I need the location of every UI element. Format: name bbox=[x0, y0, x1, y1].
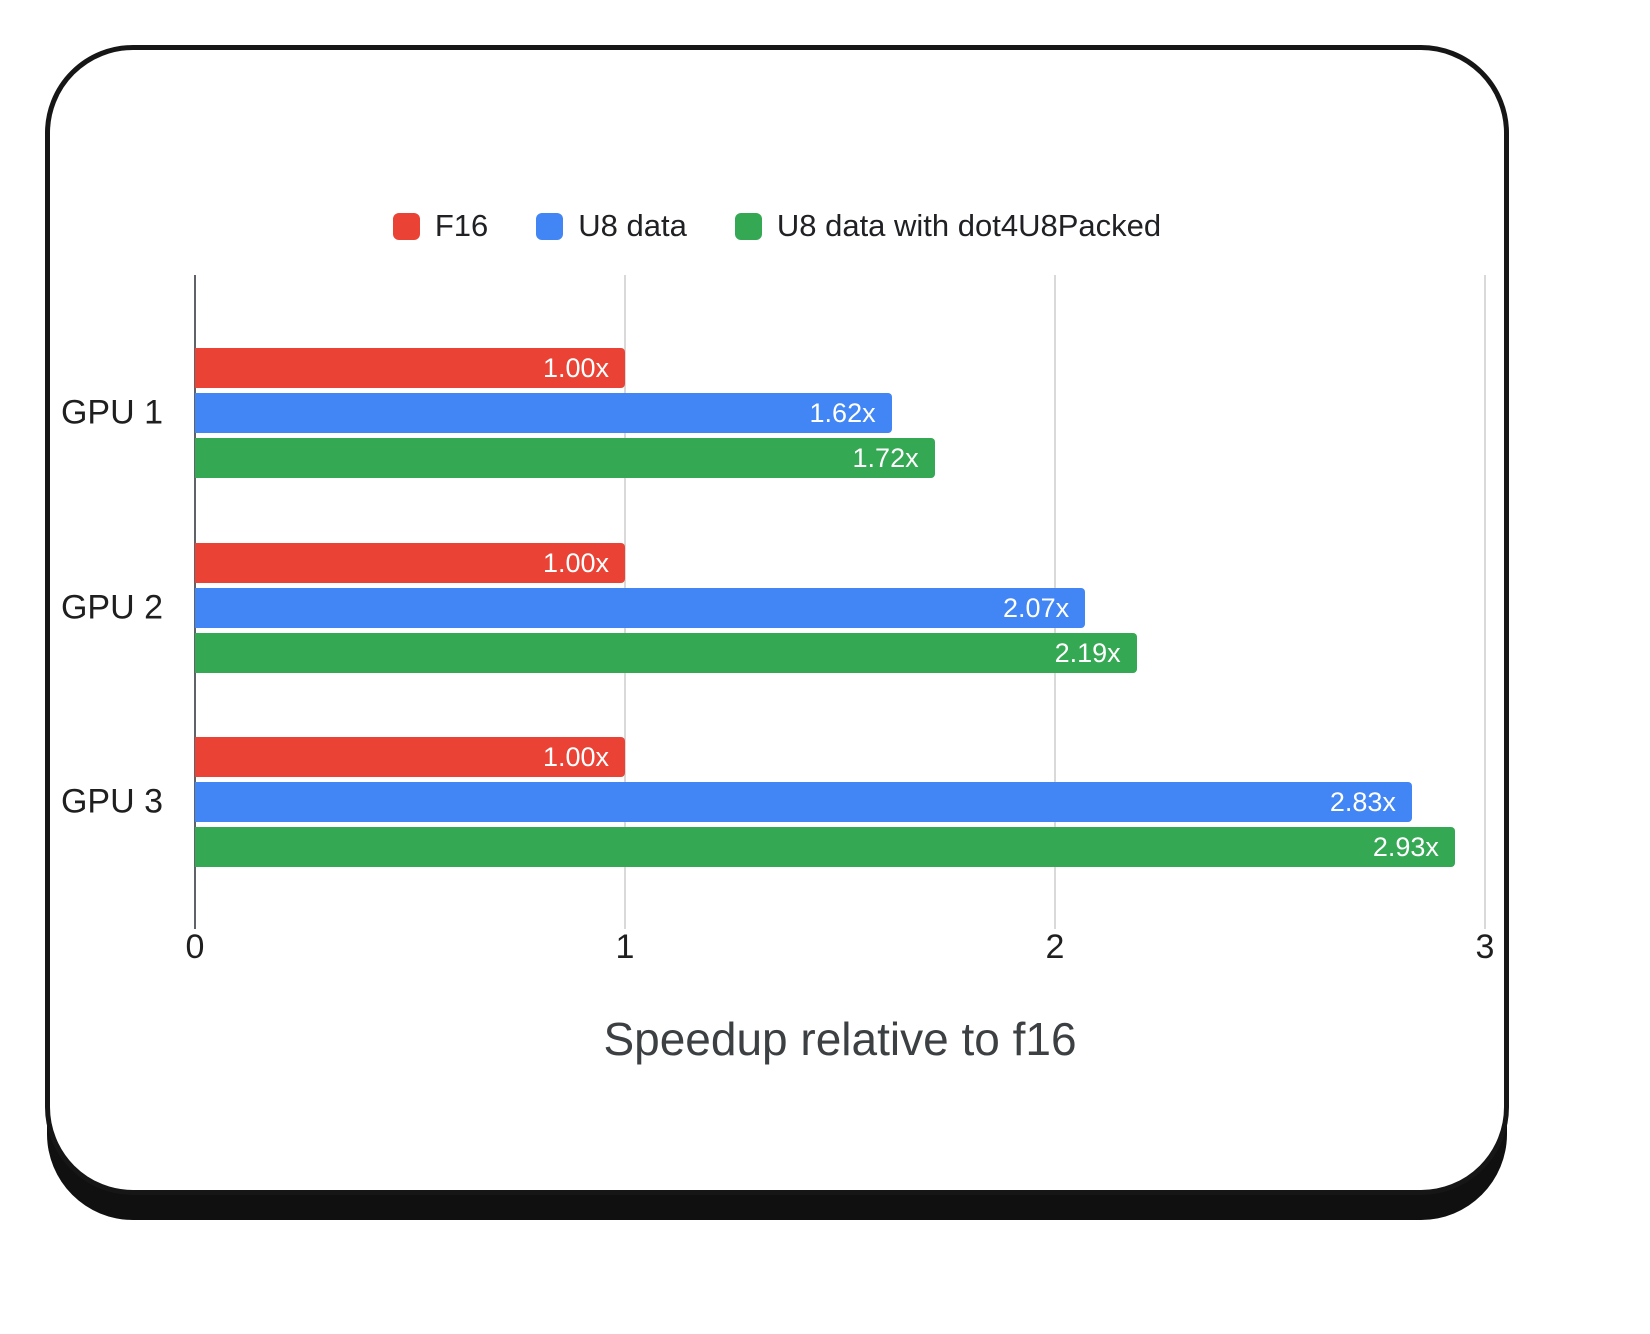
category-label: GPU 1 bbox=[60, 393, 163, 432]
bar-value-label: 1.00x bbox=[542, 353, 609, 383]
bar-value-label: 2.83x bbox=[1329, 787, 1396, 817]
x-tick-label: 1 bbox=[615, 928, 635, 966]
x-axis-title: Speedup relative to f16 bbox=[603, 1013, 1077, 1065]
category-label: GPU 3 bbox=[60, 782, 163, 821]
plot-area: GPU 1 1.00x 1.62x 1.72x GPU 2 1.00x 2.07x 2.19x… bbox=[61, 275, 1486, 929]
legend-item: U8 data with dot4U8Packed bbox=[734, 208, 1162, 244]
bar: 2.19x bbox=[195, 633, 1137, 673]
gridline bbox=[1484, 275, 1486, 929]
legend-label: U8 data with dot4U8Packed bbox=[776, 208, 1162, 243]
legend-item: F16 bbox=[392, 208, 489, 244]
bar-group: GPU 3 1.00x 2.83x 2.93x bbox=[61, 737, 1485, 867]
bar: 2.83x bbox=[195, 782, 1412, 822]
x-tick-label: 2 bbox=[1045, 928, 1065, 966]
legend-label: U8 data bbox=[578, 208, 687, 243]
bar-value-label: 2.93x bbox=[1372, 832, 1439, 862]
bar: 2.07x bbox=[195, 588, 1086, 628]
bar: 1.00x bbox=[195, 348, 625, 388]
bar: 1.00x bbox=[195, 737, 625, 777]
x-axis: 0 1 2 3 bbox=[186, 928, 1495, 974]
x-tick-label: 3 bbox=[1475, 928, 1495, 966]
legend: F16 U8 data U8 data with dot4U8Packed bbox=[50, 208, 1504, 244]
legend-label: F16 bbox=[434, 208, 489, 243]
bar-group: GPU 2 1.00x 2.07x 2.19x bbox=[61, 543, 1485, 673]
bar-value-label: 1.00x bbox=[542, 548, 609, 578]
bar-group: GPU 1 1.00x 1.62x 1.72x bbox=[61, 348, 1485, 478]
x-tick-label: 0 bbox=[185, 928, 205, 966]
bar-value-label: 1.62x bbox=[809, 398, 876, 428]
legend-swatch-icon bbox=[734, 212, 762, 240]
legend-item: U8 data bbox=[536, 208, 687, 244]
bar-value-label: 2.19x bbox=[1054, 638, 1121, 668]
legend-swatch-icon bbox=[536, 212, 564, 240]
bar-value-label: 1.72x bbox=[852, 443, 919, 473]
chart-card: F16 U8 data U8 data with dot4U8Packed GPU … bbox=[45, 45, 1509, 1195]
bar: 1.72x bbox=[195, 438, 935, 478]
bar: 2.93x bbox=[195, 827, 1455, 867]
bar-value-label: 1.00x bbox=[542, 742, 609, 772]
bar: 1.62x bbox=[195, 393, 892, 433]
bar: 1.00x bbox=[195, 543, 625, 583]
legend-swatch-icon bbox=[392, 212, 420, 240]
category-label: GPU 2 bbox=[60, 588, 163, 627]
bar-value-label: 2.07x bbox=[1003, 593, 1070, 623]
